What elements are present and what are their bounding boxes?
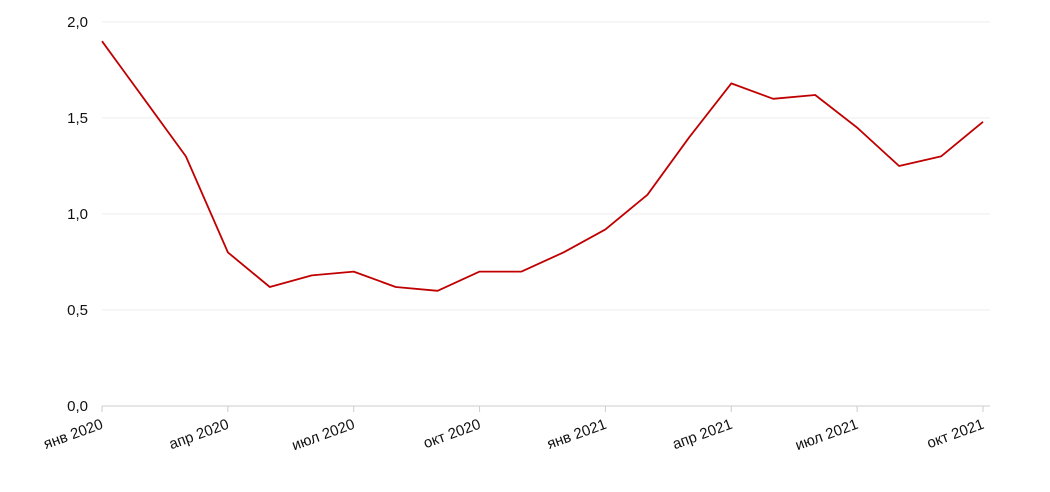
y-tick-label: 0,0 — [67, 398, 88, 415]
x-tick-label: июл 2020 — [290, 416, 357, 454]
y-tick-label: 1,0 — [67, 206, 88, 223]
x-tick-label: окт 2020 — [421, 416, 483, 452]
x-tick-label: апр 2021 — [670, 416, 734, 453]
x-tick-label: янв 2020 — [41, 416, 105, 453]
y-tick-label: 2,0 — [67, 14, 88, 31]
y-tick-label: 0,5 — [67, 302, 88, 319]
series-line — [101, 40, 984, 292]
x-tick-label: окт 2021 — [925, 416, 987, 452]
x-tick-label: апр 2020 — [167, 416, 231, 453]
y-tick-label: 1,5 — [67, 110, 88, 127]
x-tick-label: июл 2021 — [793, 416, 860, 454]
x-tick-label: янв 2021 — [545, 416, 609, 453]
